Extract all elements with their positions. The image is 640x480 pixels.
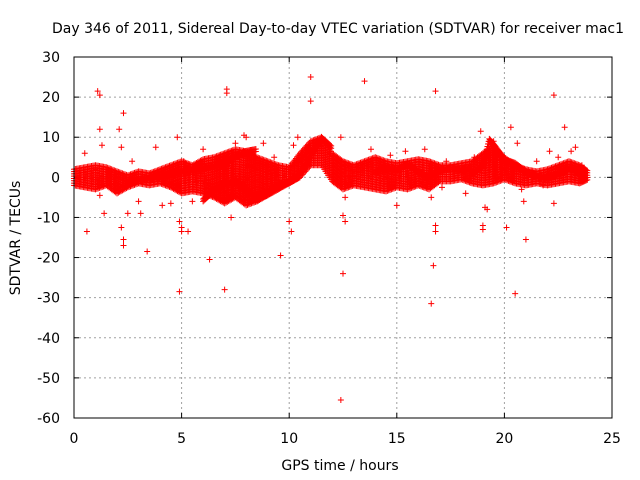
x-tick-label: 5	[177, 431, 186, 447]
band-point	[268, 159, 275, 166]
band-point	[267, 159, 274, 166]
y-tick-label: -50	[37, 371, 60, 387]
y-tick-label: -30	[37, 291, 60, 307]
chart-title: Day 346 of 2011, Sidereal Day-to-day VTE…	[52, 21, 624, 37]
band-point	[122, 171, 129, 178]
band-point	[116, 169, 123, 176]
y-tick-label: -60	[37, 411, 60, 427]
band-point	[253, 154, 260, 161]
x-tick-label: 15	[388, 431, 406, 447]
band-point	[105, 165, 112, 172]
band-point	[118, 169, 125, 176]
x-tick-label: 10	[280, 431, 298, 447]
band-point	[185, 160, 192, 167]
band-point	[252, 153, 259, 160]
y-tick-label: -40	[37, 331, 60, 347]
grid-lines	[74, 57, 612, 418]
band-point	[120, 170, 127, 177]
band-point	[115, 168, 122, 175]
band-point	[266, 158, 273, 165]
band-point	[179, 158, 186, 165]
band-point	[111, 167, 118, 174]
x-tick-label: 20	[495, 431, 513, 447]
band-point	[264, 158, 271, 165]
y-tick-label: 20	[42, 90, 60, 106]
y-tick-label: 30	[42, 50, 60, 66]
band-point	[256, 155, 263, 162]
band-point	[271, 160, 278, 167]
band-point	[274, 161, 281, 168]
band-point	[272, 161, 279, 168]
band-point	[110, 166, 117, 173]
y-tick-label: 10	[42, 130, 60, 146]
band-point	[107, 165, 114, 172]
band-point	[108, 166, 115, 173]
band-point	[263, 157, 270, 164]
band-point	[114, 168, 121, 175]
band-point	[259, 156, 266, 163]
band-point	[257, 155, 264, 162]
band-point	[183, 160, 190, 167]
y-tick-label: -20	[37, 251, 60, 267]
band-point	[103, 164, 110, 171]
tick-labels: 0 5 10 15 20 25 -60 -50 -40 -30 -20 -10 0 10 20 30	[37, 50, 621, 447]
x-tick-label: 0	[70, 431, 79, 447]
band-point	[104, 164, 111, 171]
band-point	[255, 154, 262, 161]
y-tick-label: -10	[37, 210, 60, 226]
band-point	[181, 159, 188, 166]
band-point	[112, 167, 119, 174]
band-point	[260, 156, 267, 163]
band-point	[119, 170, 126, 177]
y-tick-label: 0	[51, 170, 60, 186]
x-tick-label: 25	[603, 431, 621, 447]
band-point	[261, 157, 268, 164]
data-marks	[71, 74, 591, 403]
band-point	[270, 160, 277, 167]
